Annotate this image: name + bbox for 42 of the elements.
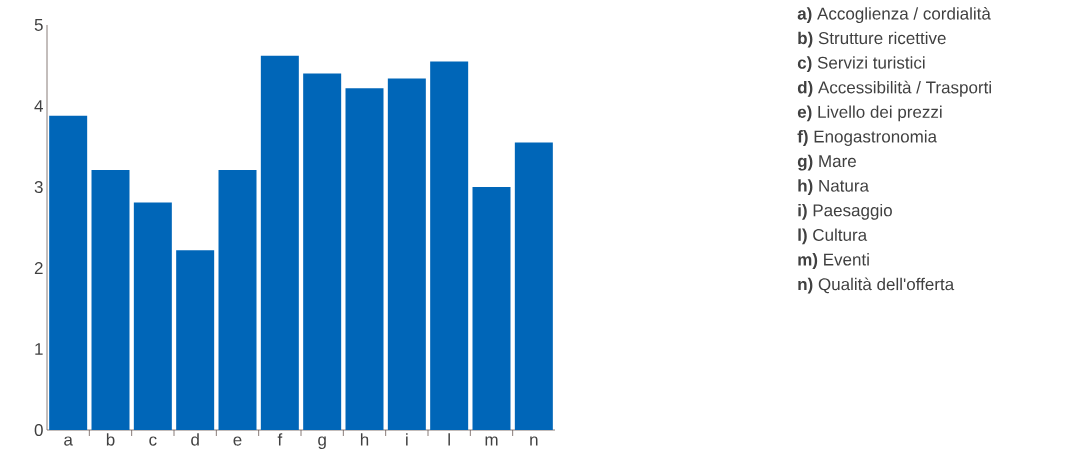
y-tick-label: 3	[34, 180, 43, 194]
bar	[303, 73, 342, 430]
y-tick-label: 1	[35, 343, 43, 355]
text: a) Accoglienza / cordialità	[797, 6, 991, 24]
x-tick-label: h	[360, 433, 369, 446]
text: g) Mare	[797, 154, 856, 171]
bar	[472, 187, 511, 430]
bar	[218, 169, 257, 430]
bar	[430, 61, 469, 430]
x-tick-label: g	[318, 436, 326, 450]
x-tick-label: e	[233, 436, 242, 446]
text: l) Cultura	[798, 228, 868, 245]
x-tick-label: d	[191, 433, 199, 446]
text: c) Servizi turistici	[797, 56, 925, 73]
text: n) Qualità dell'offerta	[798, 277, 955, 294]
x-tick-label: a	[64, 436, 73, 446]
bar	[260, 55, 299, 430]
text: i) Paesaggio	[798, 203, 892, 220]
text: m) Eventi	[798, 253, 869, 269]
x-tick-label: f	[277, 433, 283, 446]
x-tick-label: b	[106, 433, 115, 446]
x-tick-label: n	[530, 436, 538, 446]
bar	[514, 142, 553, 430]
y-tick-label: 2	[34, 262, 43, 274]
y-tick-label: 4	[34, 100, 43, 112]
text: f) Enogastronomia	[797, 130, 938, 146]
x-tick-label: l	[448, 433, 450, 446]
y-tick-label: 5	[34, 19, 43, 31]
text: h) Natura	[798, 179, 869, 196]
text: b) Strutture ricettive	[798, 31, 946, 48]
bar	[387, 78, 426, 430]
bar	[345, 88, 384, 430]
bar	[133, 202, 172, 430]
bar	[176, 250, 215, 430]
bar	[91, 169, 130, 430]
bar	[49, 115, 88, 430]
x-tick-label: c	[149, 436, 157, 446]
x-tick-label: i	[406, 433, 408, 446]
text: e) Livello dei prezzi	[797, 105, 942, 122]
y-tick-label: 0	[34, 423, 43, 437]
text: d) Accessibilità / Trasporti	[797, 80, 991, 97]
x-tick-label: m	[485, 436, 498, 446]
